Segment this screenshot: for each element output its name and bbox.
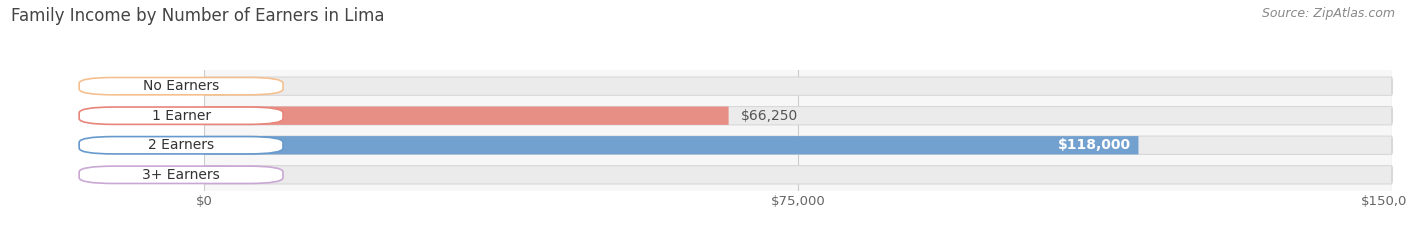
Text: $118,000: $118,000 bbox=[1059, 138, 1132, 152]
FancyBboxPatch shape bbox=[204, 136, 1139, 154]
Text: $66,250: $66,250 bbox=[741, 109, 797, 123]
Text: 2 Earners: 2 Earners bbox=[148, 138, 214, 152]
Text: No Earners: No Earners bbox=[143, 79, 219, 93]
Text: Source: ZipAtlas.com: Source: ZipAtlas.com bbox=[1261, 7, 1395, 20]
Text: $0: $0 bbox=[231, 168, 247, 182]
FancyBboxPatch shape bbox=[204, 77, 1392, 95]
Text: $0: $0 bbox=[231, 79, 247, 93]
FancyBboxPatch shape bbox=[204, 166, 1392, 184]
FancyBboxPatch shape bbox=[204, 77, 225, 95]
Text: 3+ Earners: 3+ Earners bbox=[142, 168, 219, 182]
FancyBboxPatch shape bbox=[204, 106, 1392, 125]
Text: 1 Earner: 1 Earner bbox=[152, 109, 211, 123]
FancyBboxPatch shape bbox=[204, 166, 225, 184]
FancyBboxPatch shape bbox=[204, 106, 728, 125]
FancyBboxPatch shape bbox=[204, 136, 1392, 154]
Text: Family Income by Number of Earners in Lima: Family Income by Number of Earners in Li… bbox=[11, 7, 385, 25]
